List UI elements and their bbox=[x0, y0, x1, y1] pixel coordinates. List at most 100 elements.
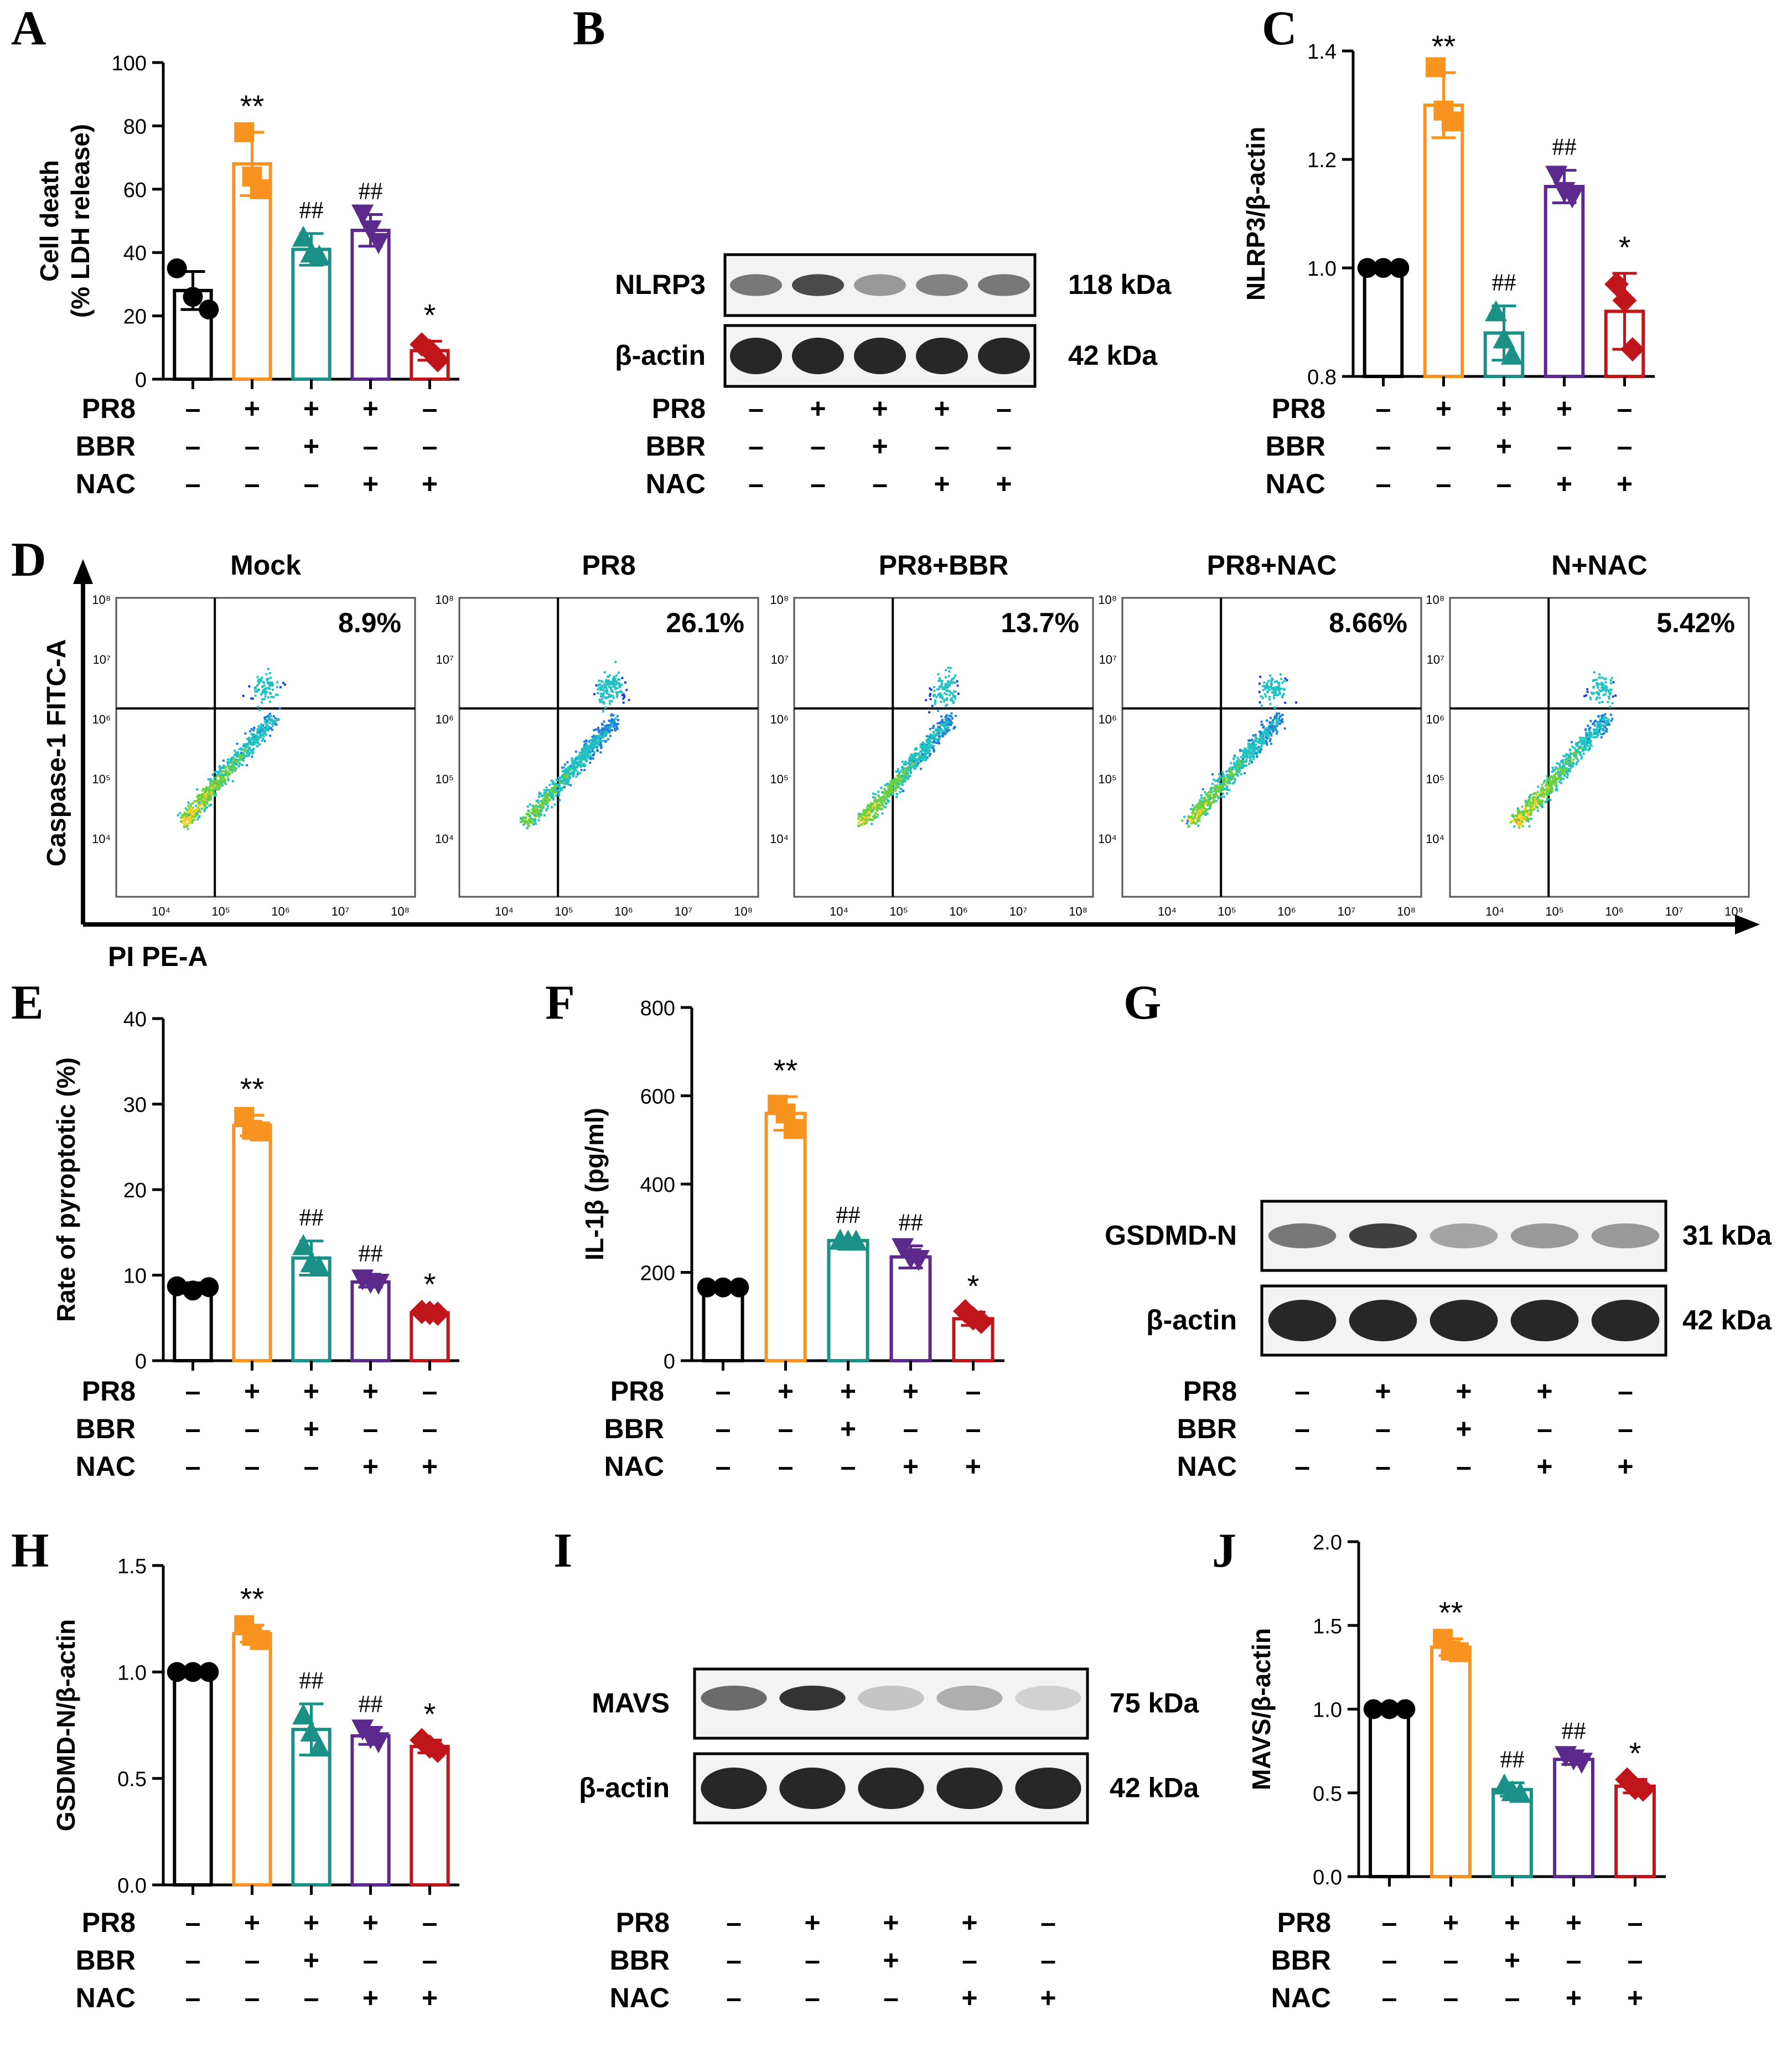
flow-event bbox=[866, 809, 868, 812]
flow-event bbox=[199, 804, 201, 807]
flow-event bbox=[910, 766, 913, 768]
flow-event bbox=[956, 680, 959, 683]
flow-event bbox=[1600, 736, 1603, 738]
flow-event bbox=[546, 796, 548, 799]
flow-event bbox=[197, 810, 200, 813]
panel-g-row-label-pr8: PR8 bbox=[1183, 1376, 1237, 1407]
flow-event bbox=[1251, 753, 1254, 756]
significance-label: ** bbox=[240, 1582, 265, 1616]
flow-event bbox=[590, 745, 593, 747]
panel-label-f: F bbox=[545, 976, 575, 1030]
flow-event bbox=[1598, 676, 1601, 679]
flow-event bbox=[885, 790, 888, 793]
flow-event bbox=[1599, 683, 1602, 686]
flow-event bbox=[547, 789, 550, 792]
flow-event bbox=[530, 812, 532, 815]
flow-event bbox=[256, 732, 258, 735]
flow-event bbox=[909, 766, 911, 769]
blot-band bbox=[936, 1768, 1003, 1809]
panel-b-sign: + bbox=[934, 468, 950, 499]
flow-event bbox=[1226, 775, 1229, 778]
flow-event bbox=[913, 764, 915, 767]
flow-event bbox=[1252, 748, 1255, 751]
flow-event bbox=[583, 763, 586, 766]
flow-event bbox=[1535, 797, 1537, 800]
flow-event bbox=[199, 794, 201, 797]
flow-event bbox=[1555, 784, 1558, 787]
flow-event bbox=[949, 682, 951, 685]
flow-event bbox=[1260, 746, 1262, 748]
flow-event bbox=[1199, 799, 1201, 802]
flow-event bbox=[1242, 750, 1245, 753]
flow-event bbox=[614, 678, 617, 680]
flow-event bbox=[883, 792, 885, 794]
flow-event bbox=[1283, 689, 1286, 691]
flow-event bbox=[584, 747, 587, 750]
blot-kda-label: 31 kDa bbox=[1682, 1220, 1772, 1251]
flow-event bbox=[886, 793, 889, 796]
flow-event bbox=[557, 783, 560, 786]
flow-event bbox=[1226, 774, 1229, 777]
flow-event bbox=[226, 763, 229, 766]
flow-event bbox=[893, 783, 896, 786]
flow-event bbox=[585, 739, 588, 742]
blot-protein-label: β-actin bbox=[615, 340, 706, 371]
flow-event bbox=[552, 789, 555, 792]
flow-event bbox=[1247, 750, 1250, 753]
flow-event bbox=[1602, 686, 1604, 689]
flow-event bbox=[952, 690, 955, 693]
flow-event bbox=[265, 692, 267, 695]
panel-j-sign: + bbox=[1504, 1907, 1520, 1938]
flow-event bbox=[1551, 786, 1553, 788]
flow-event bbox=[257, 742, 260, 745]
flow-event bbox=[1249, 757, 1251, 760]
flow-event bbox=[1275, 728, 1277, 731]
flow-event bbox=[1513, 818, 1516, 820]
flow-event bbox=[593, 729, 595, 732]
flow-event bbox=[260, 728, 263, 731]
flow-event bbox=[913, 757, 915, 760]
flow-event bbox=[231, 769, 234, 772]
panel-j-sign: – bbox=[1628, 1907, 1643, 1938]
data-point bbox=[308, 1256, 330, 1277]
flow-event bbox=[1563, 766, 1566, 769]
flow-event bbox=[929, 738, 931, 741]
flow-event bbox=[554, 783, 557, 786]
flow-event bbox=[1256, 740, 1259, 743]
flow-event bbox=[534, 808, 537, 811]
panel-h-sign: + bbox=[303, 1907, 319, 1938]
flow-event bbox=[1521, 820, 1524, 823]
flow-event bbox=[907, 778, 909, 781]
flow-event bbox=[900, 788, 903, 790]
flow-event bbox=[211, 790, 214, 793]
flow-event bbox=[240, 747, 242, 750]
flow-event bbox=[1586, 691, 1589, 694]
flow-event bbox=[189, 818, 192, 821]
flow-event bbox=[1581, 747, 1584, 750]
flow-event bbox=[877, 790, 880, 793]
flow-event bbox=[248, 752, 251, 755]
data-point bbox=[183, 287, 203, 307]
panel-a-sign: – bbox=[245, 468, 260, 499]
flow-x-tick-label: 10⁴ bbox=[495, 905, 514, 918]
flow-event bbox=[1282, 694, 1285, 697]
flow-event bbox=[901, 781, 904, 783]
panel-a-sign: – bbox=[422, 393, 438, 424]
flow-event bbox=[1586, 741, 1588, 744]
flow-event bbox=[207, 788, 210, 790]
flow-event bbox=[1274, 727, 1277, 730]
flow-event bbox=[526, 826, 529, 829]
blot-band bbox=[915, 338, 968, 374]
flow-event bbox=[897, 770, 899, 773]
flow-event bbox=[1576, 749, 1578, 752]
panel-h-sign: – bbox=[185, 1907, 201, 1938]
flow-event bbox=[866, 807, 868, 810]
flow-event bbox=[913, 753, 916, 756]
flow-event bbox=[563, 778, 566, 781]
flow-event bbox=[1238, 760, 1241, 763]
flow-event bbox=[205, 792, 208, 795]
flow-event bbox=[1268, 731, 1271, 734]
flow-event bbox=[208, 785, 211, 788]
flow-event bbox=[1518, 826, 1521, 829]
flow-event bbox=[1268, 686, 1271, 689]
